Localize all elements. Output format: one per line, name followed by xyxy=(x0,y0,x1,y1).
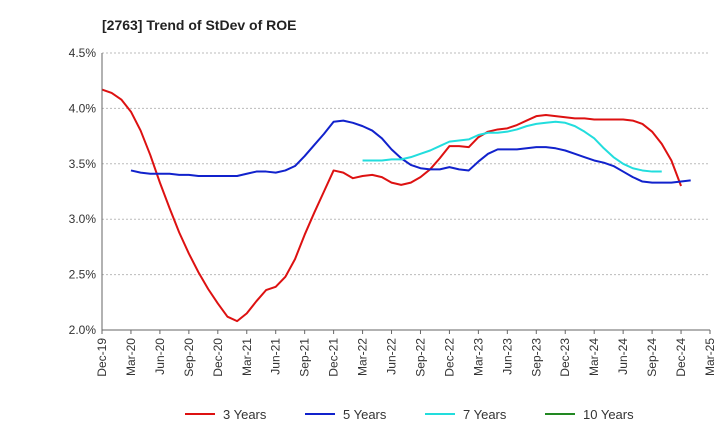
series-lines xyxy=(101,88,691,323)
legend-label: 7 Years xyxy=(463,407,507,422)
series-line-5-years xyxy=(130,119,691,184)
series-line-3-years xyxy=(101,88,682,323)
y-tick-label: 2.5% xyxy=(69,268,97,282)
x-tick-label: Dec-24 xyxy=(674,338,688,377)
y-tick-label: 4.5% xyxy=(69,46,97,60)
series-line-7-years xyxy=(362,120,662,173)
x-tick-label: Mar-22 xyxy=(356,338,370,376)
x-tick-label: Sep-24 xyxy=(645,338,659,377)
x-tick-label: Jun-21 xyxy=(269,338,283,375)
x-tick-label: Mar-25 xyxy=(703,338,717,376)
y-tick-label: 3.0% xyxy=(69,212,97,226)
x-tick-label: Mar-20 xyxy=(124,338,138,376)
x-tick-label: Dec-19 xyxy=(95,338,109,377)
axes xyxy=(101,53,711,334)
x-tick-label: Jun-24 xyxy=(616,338,630,375)
grid-lines xyxy=(102,52,710,331)
legend-label: 3 Years xyxy=(223,407,267,422)
x-tick-label: Sep-21 xyxy=(298,338,312,377)
x-tick-label: Sep-22 xyxy=(413,338,427,377)
y-tick-label: 3.5% xyxy=(69,157,97,171)
x-tick-label: Dec-23 xyxy=(558,338,572,377)
y-axis-ticks: 2.0% 2.5% 3.0% 3.5% 4.0% 4.5% xyxy=(69,46,97,337)
x-tick-label: Dec-22 xyxy=(442,338,456,377)
x-tick-label: Mar-21 xyxy=(240,338,254,376)
x-tick-label: Jun-20 xyxy=(153,338,167,375)
x-axis-ticks: Dec-19 Mar-20 Jun-20 Sep-20 Dec-20 Mar-21 Jun-… xyxy=(95,338,717,377)
legend-label: 5 Years xyxy=(343,407,387,422)
x-tick-label: Dec-20 xyxy=(211,338,225,377)
x-tick-label: Mar-24 xyxy=(587,338,601,376)
x-tick-label: Sep-20 xyxy=(182,338,196,377)
chart-title: [2763] Trend of StDev of ROE xyxy=(102,17,296,33)
x-tick-label: Mar-23 xyxy=(471,338,485,376)
x-tick-label: Jun-22 xyxy=(385,338,399,375)
x-tick-label: Sep-23 xyxy=(529,338,543,377)
x-tick-label: Dec-21 xyxy=(327,338,341,377)
y-tick-label: 2.0% xyxy=(69,323,97,337)
legend-label: 10 Years xyxy=(583,407,634,422)
y-tick-label: 4.0% xyxy=(69,101,97,115)
x-tick-label: Jun-23 xyxy=(500,338,514,375)
legend: 3 Years 5 Years 7 Years 10 Years xyxy=(185,407,634,422)
